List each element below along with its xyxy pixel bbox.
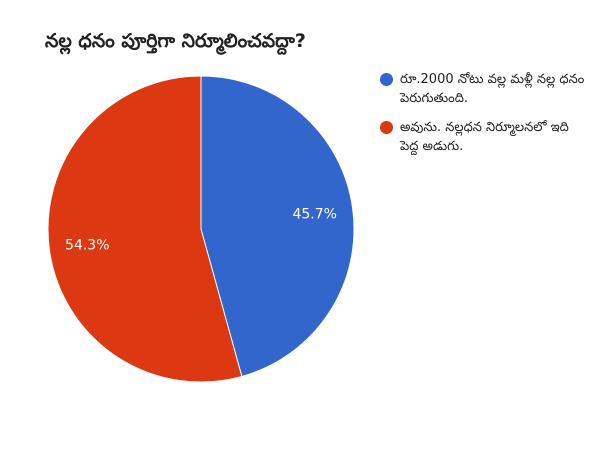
pie-slice[interactable] bbox=[47, 75, 243, 383]
pie-slices bbox=[47, 75, 355, 383]
legend-item[interactable]: అవును. నల్లధన నిర్మూలనలో ఇది పెద్ద అడుగు… bbox=[380, 118, 585, 156]
pie-slice[interactable] bbox=[200, 75, 355, 378]
pie-labels: 45.7% 54.3% bbox=[65, 207, 337, 254]
legend-swatch-icon bbox=[380, 73, 393, 86]
legend-label: రూ.2000 నోటు వల్ల మళ్లీ నల్ల ధనం పెరుగుత… bbox=[400, 72, 585, 106]
legend-swatch-icon bbox=[380, 121, 393, 134]
legend-item[interactable]: రూ.2000 నోటు వల్ల మళ్లీ నల్ల ధనం పెరుగుత… bbox=[380, 70, 585, 108]
chart-title: నల్ల ధనం పూర్తిగా నిర్మూలించవద్దా? bbox=[45, 30, 306, 52]
legend-label: అవును. నల్లధన నిర్మూలనలో ఇది పెద్ద అడుగు… bbox=[400, 120, 569, 154]
legend: రూ.2000 నోటు వల్ల మళ్లీ నల్ల ధనం పెరుగుత… bbox=[380, 70, 585, 166]
slice-value-label: 54.3% bbox=[65, 237, 109, 253]
slice-value-label: 45.7% bbox=[292, 207, 336, 223]
